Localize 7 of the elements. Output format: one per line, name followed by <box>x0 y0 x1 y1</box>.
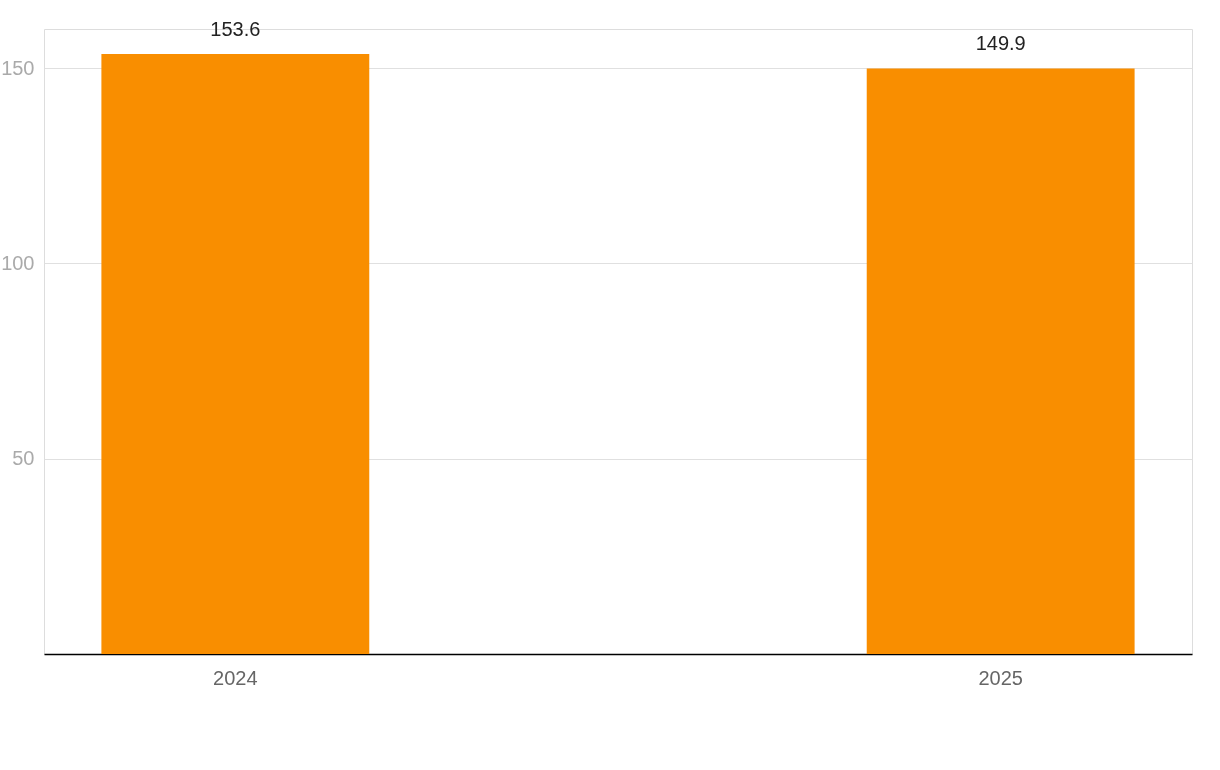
data-label: 149.9 <box>975 32 1026 55</box>
x-tick-label: 2025 <box>978 666 1023 689</box>
y-tick-label: 50 <box>12 447 35 470</box>
data-label: 153.6 <box>210 18 261 40</box>
y-tick-label: 100 <box>1 251 35 274</box>
x-tick-label: 2024 <box>213 666 258 689</box>
y-tick-label: 150 <box>1 56 35 79</box>
